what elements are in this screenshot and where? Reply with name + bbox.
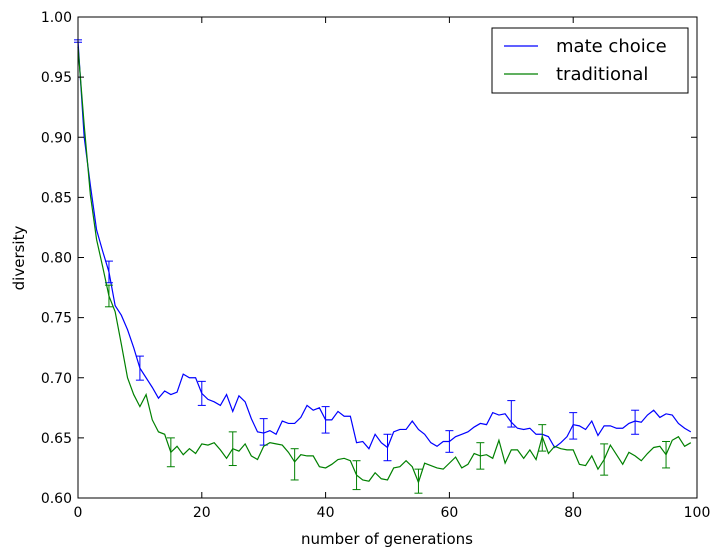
series-line bbox=[77, 41, 692, 450]
x-tick-label: 0 bbox=[74, 505, 83, 521]
y-tick-label: 0.75 bbox=[41, 311, 72, 327]
x-tick-label: 40 bbox=[317, 505, 335, 521]
error-bar bbox=[476, 442, 485, 470]
legend: mate choice traditional bbox=[491, 27, 689, 94]
y-tick-label: 0.60 bbox=[41, 491, 72, 507]
y-tick-label: 0.95 bbox=[41, 70, 72, 86]
error-bar bbox=[135, 355, 144, 381]
legend-label: mate choice bbox=[556, 36, 667, 57]
error-bar bbox=[290, 448, 299, 481]
error-bar bbox=[569, 412, 578, 440]
y-tick-label: 0.80 bbox=[41, 251, 72, 267]
error-bar bbox=[383, 433, 392, 462]
error-bar bbox=[166, 437, 175, 468]
legend-box bbox=[491, 27, 689, 94]
error-bar bbox=[321, 406, 330, 434]
error-bar bbox=[662, 440, 671, 469]
series-traditional bbox=[77, 47, 692, 494]
series-line bbox=[77, 47, 692, 485]
x-tick-label: 80 bbox=[564, 505, 582, 521]
error-bar bbox=[352, 460, 361, 491]
y-tick-label: 0.90 bbox=[41, 130, 72, 146]
y-tick-label: 0.65 bbox=[41, 431, 72, 447]
x-tick-label: 60 bbox=[440, 505, 458, 521]
error-bar bbox=[197, 380, 206, 406]
error-bar bbox=[631, 409, 640, 435]
error-bar bbox=[538, 424, 547, 452]
plot-area: 0 20 40 60 80 100 0.60 0.65 0.70 0.75 0.80 0.85 0.90… bbox=[41, 10, 711, 521]
y-tick-label: 1.00 bbox=[41, 10, 72, 26]
series-layer bbox=[74, 39, 692, 494]
x-tick-label: 100 bbox=[684, 505, 711, 521]
error-bar bbox=[104, 284, 113, 308]
x-tick-label: 20 bbox=[193, 505, 211, 521]
y-tick-label: 0.85 bbox=[41, 190, 72, 206]
x-axis-label: number of generations bbox=[301, 530, 473, 548]
legend-label: traditional bbox=[556, 64, 648, 85]
error-bar bbox=[228, 431, 237, 467]
error-bar bbox=[445, 430, 454, 453]
error-bar bbox=[600, 443, 609, 476]
error-bar bbox=[414, 468, 423, 494]
error-bar bbox=[507, 400, 516, 428]
y-tick-label: 0.70 bbox=[41, 371, 72, 387]
series-mate-choice bbox=[74, 39, 692, 462]
ticks-layer: 0 20 40 60 80 100 0.60 0.65 0.70 0.75 0.80 0.85 0.90… bbox=[41, 10, 711, 521]
y-axis-label: diversity bbox=[10, 226, 28, 291]
